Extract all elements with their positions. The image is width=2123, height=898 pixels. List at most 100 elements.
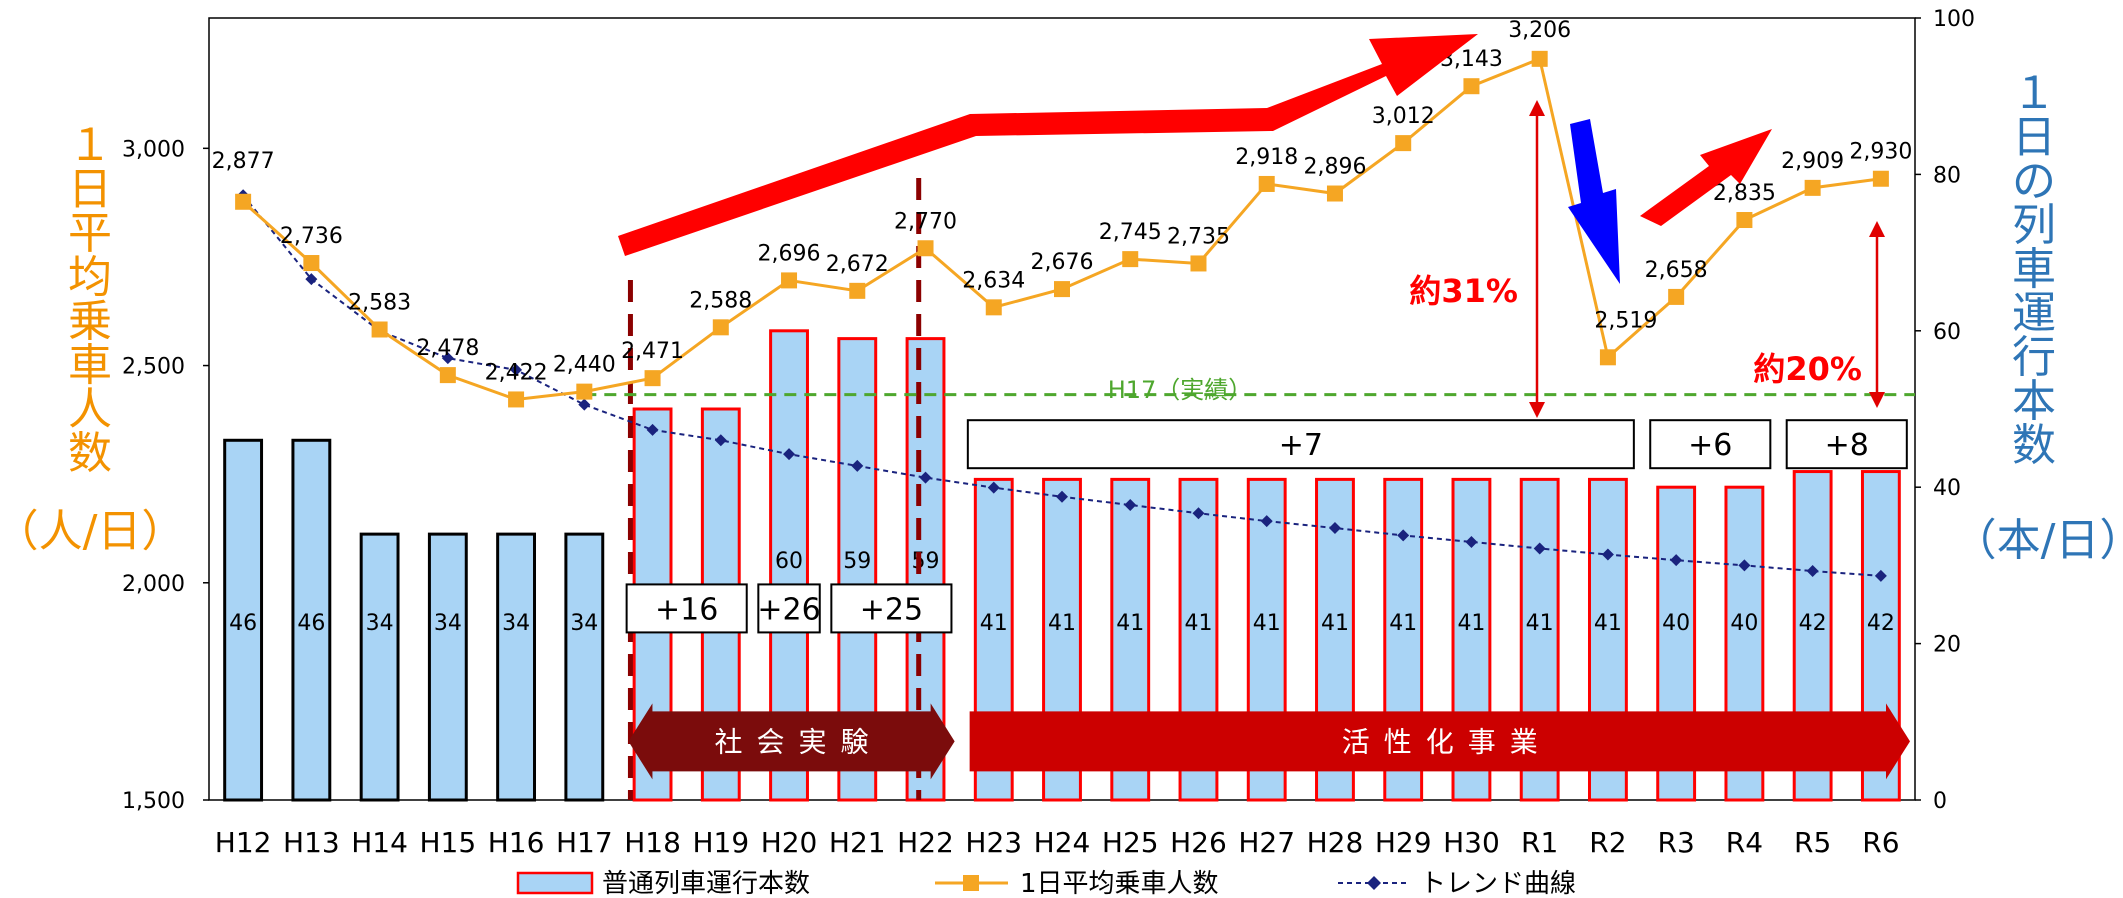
trend-point-H26 [1192,507,1205,520]
ridership-label-H26: 2,735 [1167,224,1230,249]
left-axis-title-0: １ [68,120,112,171]
ridership-label-R2: 2,519 [1594,308,1657,333]
bar-label-H20: 60 [775,549,803,574]
ridership-label-H23: 2,634 [962,268,1025,293]
bar-label-H30: 41 [1457,611,1485,636]
ridership-label-R1: 3,206 [1508,18,1571,43]
right-axis-title-3: 列 [2012,200,2056,251]
trend-point-R6 [1874,569,1887,582]
trend-point-R4 [1738,559,1751,572]
increase-box-2 [830,583,953,634]
ridership-label-H15: 2,478 [416,336,479,361]
bar-H17 [564,532,605,802]
ridership-point-H14 [371,321,388,338]
left-axis-title-1: 日 [68,164,112,215]
left-tick-label-3: 3,000 [122,137,185,162]
right-axis-title-5: 運 [2012,288,2056,339]
x-tick-label-H23: H23 [965,826,1022,859]
ridership-label-H25: 2,745 [1099,220,1162,245]
ridership-point-R3 [1668,288,1685,305]
ridership-label-R4: 2,835 [1713,181,1776,206]
x-tick-label-H20: H20 [761,826,818,859]
ridership-label-H17: 2,440 [553,353,616,378]
bars-group: 4646343434345050605959414141414141414141… [223,329,1901,802]
increase-box-label-0: +16 [655,592,718,627]
bar-label-H24: 41 [1048,611,1076,636]
ridership-label-H16: 2,422 [485,360,548,385]
trend-point-H24 [1056,490,1068,503]
trend-point-H22 [919,471,932,484]
increase-box-label-4: +6 [1688,428,1732,463]
right-axis-title-2: の [2012,156,2056,207]
trend-point-H16 [510,363,523,376]
ridership-point-R2 [1599,349,1616,366]
right-tick-label-4: 80 [1933,163,1961,188]
bar-label-R3: 40 [1662,611,1690,636]
trend-point-H17 [578,398,591,411]
increase-box-label-2: +25 [860,592,923,627]
pct-20-arrowhead-top [1869,221,1885,237]
ridership-point-H20 [781,272,798,289]
phase-label-1: 活性化事業 [1342,725,1552,758]
x-tick-label-H28: H28 [1307,826,1364,859]
falling-arrow-icon [1568,119,1620,284]
ridership-label-R3: 2,658 [1645,258,1708,283]
right-axis-title-7: 本 [2012,376,2056,427]
increase-box-4 [1649,419,1772,470]
x-tick-label-H13: H13 [283,826,340,859]
ridership-label-H13: 2,736 [280,224,343,249]
bar-H15 [427,532,468,802]
ridership-label-H22: 2,770 [894,209,957,234]
bar-label-R1: 41 [1526,611,1554,636]
pct-31-arrowhead-bottom [1529,402,1545,418]
bar-label-H27: 41 [1253,611,1281,636]
ridership-label-H20: 2,696 [758,241,821,266]
ridership-point-H22 [917,240,934,257]
trend-point-H18 [646,423,659,436]
ridership-label-H18: 2,471 [621,339,684,364]
right-axis-title-9: （本/日） [1953,515,2123,566]
recovery-arrow-icon [1640,129,1772,226]
pct-20-arrowhead-bottom [1869,392,1885,408]
legend-bar-label: 普通列車運行本数 [602,869,810,898]
increase-box-1 [757,583,821,634]
phase-arrow-1 [969,703,1910,780]
reference-line-label: H17（実績） [1108,376,1253,404]
increase-box-label-1: +26 [757,592,820,627]
x-tick-label-H22: H22 [897,826,954,859]
trend-point-R3 [1670,554,1683,567]
legend-line-marker [963,875,979,891]
phase-markers-group [627,178,922,800]
trend-point-R5 [1806,565,1819,578]
trend-point-H19 [714,434,727,447]
increase-box-label-3: +7 [1279,428,1323,463]
ridership-point-H12 [235,193,252,210]
pct-20-label: 約20% [1753,350,1862,388]
trend-point-H23 [987,481,1000,494]
axes-group: 1,500 2,000 2,500 3,000 0 20 40 60 80 100 H12 H13 H1… [122,7,1975,859]
ridership-label-H29: 3,012 [1372,104,1435,129]
bar-label-R2: 41 [1594,611,1622,636]
ridership-point-H26 [1190,255,1207,272]
ridership-point-R6 [1872,170,1889,187]
x-tick-label-H18: H18 [624,826,681,859]
phase-arrow-0 [628,703,955,780]
left-axis-title-6: 人 [68,384,112,435]
ridership-point-H15 [439,367,456,384]
left-axis-title-8: （人/日） [0,506,185,557]
bar-H13 [291,438,332,802]
bar-label-R5: 42 [1799,611,1827,636]
right-tick-label-1: 20 [1933,633,1961,658]
ridership-point-R5 [1804,179,1821,196]
x-tick-label-H17: H17 [556,826,613,859]
ridership-label-H24: 2,676 [1031,250,1094,275]
ridership-label-R6: 2,930 [1849,140,1912,165]
x-tick-label-R2: R2 [1589,826,1626,859]
bar-H14 [359,532,400,802]
right-axis-title-0: １ [2012,68,2056,119]
legend-trend-label: トレンド曲線 [1420,869,1576,898]
increase-box-3 [966,419,1635,470]
